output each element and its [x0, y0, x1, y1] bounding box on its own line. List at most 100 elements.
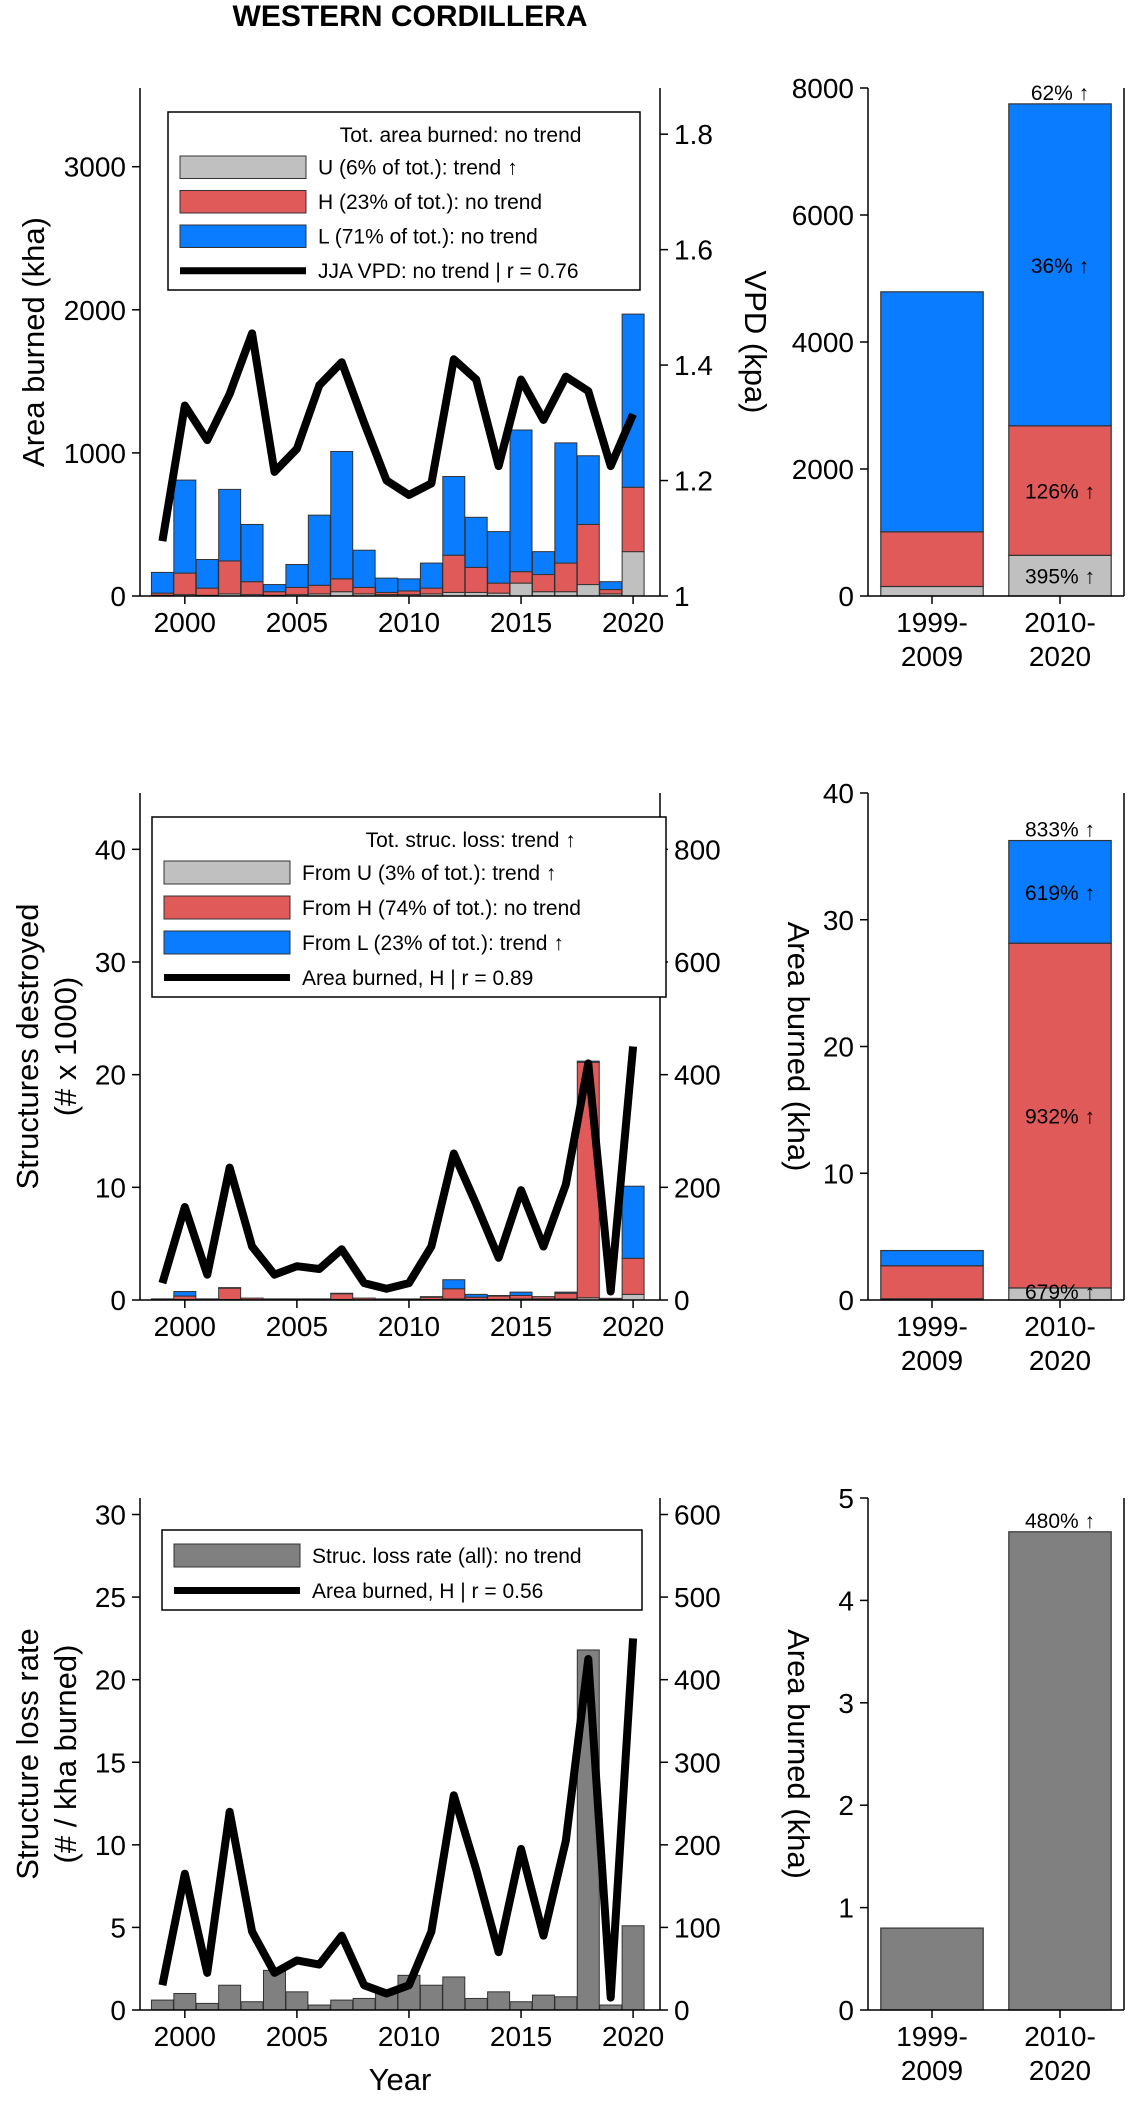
- x-tick-label: 2010: [378, 607, 440, 638]
- y-tick-label: 10: [95, 1830, 126, 1861]
- panel-structure-loss-rate-periods: 0 1 2 3 4 5 1999-2009 2010-2020 480% ↑: [838, 1483, 1125, 2086]
- y2-tick-label: 200: [674, 1830, 721, 1861]
- y-tick-label: 2: [838, 1790, 854, 1821]
- bar-L-2017: [554, 442, 578, 564]
- bar-rate-2000: [173, 1992, 197, 2011]
- y-tick-label: 1: [838, 1893, 854, 1924]
- panel-structures-destroyed-timeseries: 2000 2005 2010 2015 202001020304002004006008…: [10, 793, 816, 1342]
- y-tick-label: 10: [95, 1172, 126, 1203]
- y-tick-label: 20: [95, 1060, 126, 1091]
- bar-L-2013: [464, 1293, 488, 1298]
- bar-L-2000: [173, 1291, 197, 1297]
- bar-L-0: [880, 1249, 984, 1267]
- legend-header: Tot. area burned: no trend: [340, 124, 582, 147]
- bar-L-2020: [621, 1185, 645, 1259]
- y2-tick-label: 1.4: [674, 350, 713, 381]
- bar-annotation: 480% ↑: [1025, 1510, 1095, 1533]
- y-tick-label: 5: [110, 1912, 126, 1943]
- bar-H-2015: [509, 571, 533, 584]
- bars: [880, 103, 1112, 597]
- y-tick-label: 30: [823, 905, 854, 936]
- bar-L-2006: [307, 514, 331, 586]
- bar-L-2014: [487, 531, 511, 584]
- bar-L-2015: [509, 1291, 533, 1296]
- y-tick-label: 3: [838, 1688, 854, 1719]
- y-axis-label: Area burned (kha): [16, 217, 51, 467]
- y-tick-label: 2000: [792, 454, 854, 485]
- x-tick-label: 2010: [378, 1311, 440, 1342]
- legend-entry-line: JJA VPD: no trend | r = 0.76: [318, 260, 579, 283]
- bar-rate-2013: [464, 1997, 488, 2011]
- bar-H-2000: [173, 572, 197, 596]
- y-tick-label: 0: [838, 581, 854, 612]
- bar-annotation: 679% ↑: [1025, 1281, 1095, 1304]
- x-tick-label: 2005: [266, 1311, 328, 1342]
- panel-structures-destroyed-periods: 0 10 20 30 40 1999-2009 2010-2020 679% ↑ 932% ↑ 6…: [823, 778, 1125, 1376]
- x-tick-label: 2010: [378, 2021, 440, 2052]
- bar-H-2016: [531, 1296, 555, 1300]
- bar-L-2015: [509, 429, 533, 573]
- bar-rate-2020: [621, 1925, 645, 2011]
- bar-rate-1999: [150, 1999, 174, 2011]
- legend: Tot. area burned: no trend U (6% of tot.)…: [167, 111, 641, 291]
- y-tick-label: 0: [838, 1995, 854, 2026]
- bar-rate-2017: [554, 1996, 578, 2011]
- y2-tick-label: 1: [674, 581, 690, 612]
- y2-tick-label: 1.2: [674, 466, 713, 497]
- bar-L-2013: [464, 516, 488, 568]
- legend-swatch-L: [163, 930, 291, 955]
- bar-L-2014: [487, 1294, 511, 1297]
- legend-entry-line: Area burned, H | r = 0.89: [302, 967, 533, 990]
- x-tick-label: 1999-2009: [896, 607, 968, 672]
- y2-tick-label: 100: [674, 1912, 721, 1943]
- y-tick-label: 5: [838, 1483, 854, 1514]
- bar-H-2008: [352, 586, 376, 595]
- legend-entry-rate: Struc. loss rate (all): no trend: [312, 1545, 582, 1568]
- bar-L-2005: [285, 564, 309, 588]
- bar-U-2020: [621, 1293, 645, 1301]
- bar-rate-2011: [419, 1984, 443, 2011]
- bar-L-2002: [218, 488, 242, 562]
- bar-L-2000: [173, 479, 197, 574]
- bar-H-2012: [442, 1288, 466, 1300]
- y-tick-label: 0: [110, 1995, 126, 2026]
- y-tick-label: 2000: [64, 295, 126, 326]
- bar-rate-2002: [218, 1984, 242, 2011]
- y-tick-label: 20: [823, 1032, 854, 1063]
- bar-L-1999: [150, 571, 174, 594]
- bar-H-1: [1008, 425, 1112, 556]
- bar-H-2019: [599, 589, 623, 595]
- legend-entry-L: From L (23% of tot.): trend ↑: [302, 932, 564, 955]
- bar-rate-2008: [352, 1997, 376, 2011]
- bar-L-0: [880, 291, 984, 533]
- bar-annotation: 395% ↑: [1025, 566, 1095, 589]
- bar-H-2020: [621, 486, 645, 553]
- legend: Tot. struc. loss: trend ↑ From U (3% of t…: [151, 816, 667, 998]
- bar-H-2013: [464, 566, 488, 593]
- bar-rate-2005: [285, 1991, 309, 2011]
- bar-H-2010: [397, 590, 421, 596]
- bar-H-1: [1008, 942, 1112, 1289]
- figure-title: WESTERN CORDILLERA: [233, 0, 588, 33]
- x-tick-label: 2010-2020: [1024, 2021, 1096, 2086]
- bars: [880, 839, 1112, 1301]
- bar-H-2011: [419, 587, 443, 595]
- y2-tick-label: 300: [674, 1747, 721, 1778]
- bar-rate-2001: [195, 2002, 219, 2011]
- bar-L-2003: [240, 523, 264, 583]
- x-tick-label: 2020: [602, 607, 664, 638]
- y2-tick-label: 400: [674, 1665, 721, 1696]
- y-tick-label: 6000: [792, 200, 854, 231]
- legend-entry-H: From H (74% of tot.): no trend: [302, 897, 581, 920]
- bar-H-2007: [330, 1293, 354, 1300]
- bar-U-2018: [576, 584, 600, 597]
- bar-annotation: 126% ↑: [1025, 481, 1095, 504]
- legend-entry-U: U (6% of tot.): trend ↑: [318, 157, 518, 180]
- bar-L-2007: [330, 1292, 354, 1295]
- legend-swatch-H: [179, 190, 307, 214]
- series-line: [158, 329, 637, 542]
- bars: [150, 313, 645, 597]
- bar-annotation: 36% ↑: [1031, 255, 1089, 278]
- legend: Struc. loss rate (all): no trend Area bur…: [161, 1529, 643, 1611]
- bar-L-2011: [419, 1296, 443, 1298]
